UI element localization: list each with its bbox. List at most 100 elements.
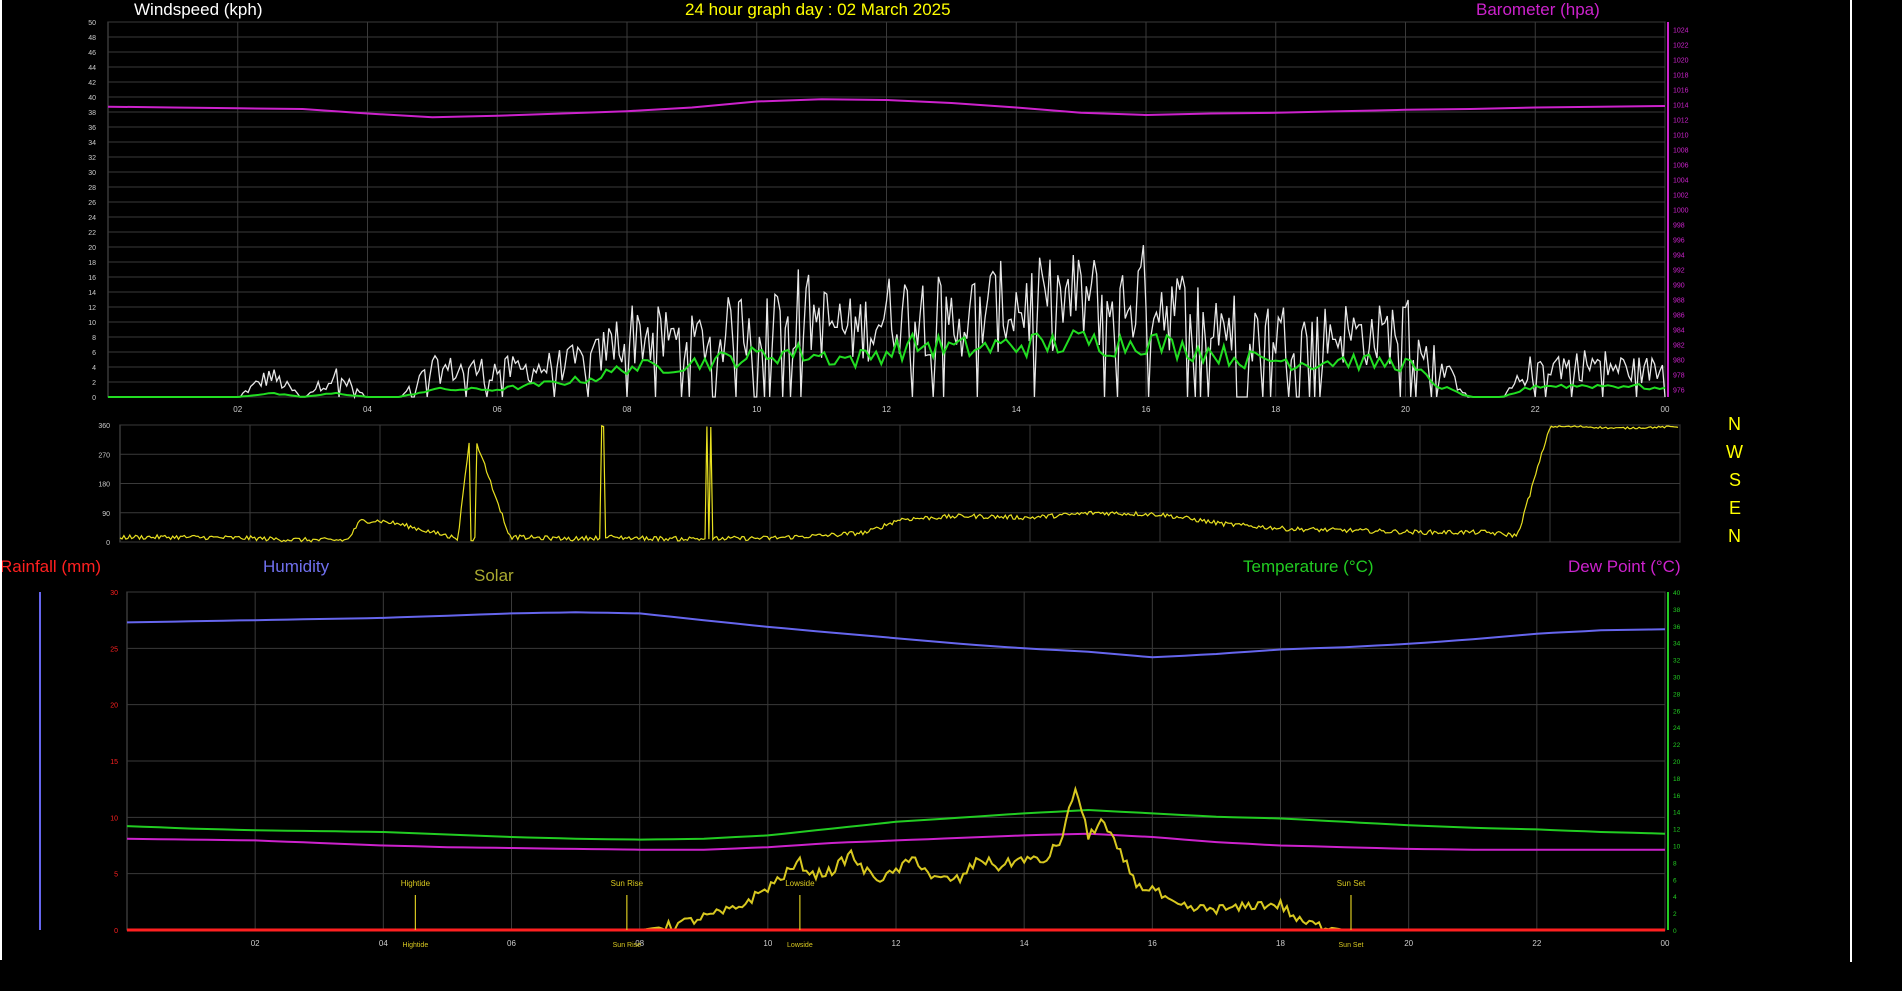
wind-direction-line [119, 425, 1679, 543]
temperature-tick-label: 16 [1673, 793, 1681, 800]
direction-tick-label: 270 [98, 452, 110, 459]
windspeed-tick-label: 12 [88, 305, 96, 312]
barometer-tick-label: 1002 [1673, 193, 1689, 200]
barometer-tick-label: 1022 [1673, 43, 1689, 50]
rainfall-tick-label: 15 [110, 759, 118, 766]
direction-tick-label: 90 [102, 511, 110, 518]
barometer-tick-label: 1006 [1673, 163, 1689, 170]
barometer-tick-label: 1020 [1673, 58, 1689, 65]
barometer-tick-label: 994 [1673, 253, 1685, 260]
windspeed-hour-tick-label: 14 [1012, 405, 1021, 414]
climate-hour-tick-label: 22 [1532, 939, 1541, 948]
temperature-tick-label: 18 [1673, 776, 1681, 783]
windspeed-tick-label: 16 [88, 275, 96, 282]
solar-legend: Solar [474, 566, 514, 585]
marker-axis-label: Lowside [787, 942, 813, 949]
windspeed-hour-tick-label: 16 [1142, 405, 1151, 414]
left-border-line [0, 0, 2, 960]
barometer-tick-label: 998 [1673, 223, 1685, 230]
windspeed-tick-label: 14 [88, 290, 96, 297]
barometer-tick-label: 980 [1673, 358, 1685, 365]
climate-hour-tick-label: 08 [635, 939, 644, 948]
barometer-tick-label: 992 [1673, 268, 1685, 275]
temperature-tick-label: 30 [1673, 675, 1681, 682]
climate-hour-tick-label: 18 [1276, 939, 1285, 948]
rainfall-tick-label: 25 [110, 646, 118, 653]
marker-label: Sun Rise [611, 879, 644, 888]
windspeed-hour-tick-label: 08 [623, 405, 632, 414]
windspeed-tick-label: 44 [88, 65, 96, 72]
marker-axis-label: Sun Set [1339, 942, 1364, 949]
windspeed-tick-label: 46 [88, 50, 96, 57]
marker-axis-label: Sun Rise [613, 942, 642, 949]
marker-label: Hightide [401, 879, 431, 888]
rainfall-axis-title: Rainfall (mm) [0, 557, 102, 576]
humidity-legend: Humidity [263, 557, 330, 576]
temperature-tick-label: 20 [1673, 759, 1681, 766]
barometer-tick-label: 982 [1673, 343, 1685, 350]
marker-axis-label: Hightide [403, 942, 429, 949]
windspeed-tick-label: 48 [88, 35, 96, 42]
climate-hour-tick-label: 10 [763, 939, 772, 948]
temperature-tick-label: 36 [1673, 624, 1681, 631]
compass-label-west: W [1726, 442, 1743, 462]
dewpoint-legend: Dew Point (°C) [1568, 557, 1681, 576]
barometer-tick-label: 1008 [1673, 148, 1689, 155]
temperature-tick-label: 24 [1673, 725, 1681, 732]
windspeed-tick-label: 50 [88, 20, 96, 27]
barometer-axis-title: Barometer (hpa) [1476, 0, 1600, 19]
windspeed-tick-label: 36 [88, 125, 96, 132]
temperature-tick-label: 22 [1673, 742, 1681, 749]
temperature-tick-label: 34 [1673, 641, 1681, 648]
windspeed-hour-tick-label: 06 [493, 405, 502, 414]
temperature-tick-label: 32 [1673, 658, 1681, 665]
climate-hour-tick-label: 12 [892, 939, 901, 948]
windspeed-tick-label: 8 [92, 335, 96, 342]
barometer-tick-label: 1012 [1673, 118, 1689, 125]
direction-tick-label: 180 [98, 482, 110, 489]
windspeed-tick-label: 24 [88, 215, 96, 222]
temperature-tick-label: 6 [1673, 877, 1677, 884]
barometer-tick-label: 986 [1673, 313, 1685, 320]
temperature-tick-label: 26 [1673, 708, 1681, 715]
windspeed-hour-tick-label: 04 [363, 405, 372, 414]
compass-label-north-bottom: N [1728, 526, 1741, 546]
temperature-tick-label: 4 [1673, 894, 1677, 901]
climate-hour-tick-label: 16 [1148, 939, 1157, 948]
rainfall-tick-label: 5 [114, 872, 118, 879]
rainfall-tick-label: 10 [110, 815, 118, 822]
temperature-line [126, 808, 1666, 841]
climate-hour-tick-label: 00 [1661, 939, 1670, 948]
windspeed-average-line [108, 328, 1666, 398]
barometer-tick-label: 1024 [1673, 28, 1689, 35]
climate-hour-tick-label: 06 [507, 939, 516, 948]
barometer-tick-label: 1010 [1673, 133, 1689, 140]
humidity-line [126, 611, 1666, 659]
windspeed-tick-label: 10 [88, 320, 96, 327]
windspeed-tick-label: 28 [88, 185, 96, 192]
windspeed-tick-label: 38 [88, 110, 96, 117]
dewpoint-line [126, 832, 1665, 851]
barometer-tick-label: 1004 [1673, 178, 1689, 185]
barometer-line [107, 98, 1666, 119]
windspeed-hour-tick-label: 00 [1661, 405, 1670, 414]
windspeed-hour-tick-label: 02 [233, 405, 242, 414]
windspeed-hour-tick-label: 12 [882, 405, 891, 414]
temperature-tick-label: 10 [1673, 844, 1681, 851]
rainfall-tick-label: 0 [114, 928, 118, 935]
temperature-tick-label: 14 [1673, 810, 1681, 817]
marker-label: Lowside [785, 879, 815, 888]
right-border-line [1850, 0, 1852, 962]
page-title: 24 hour graph day : 02 March 2025 [685, 0, 951, 19]
direction-tick-label: 360 [98, 423, 110, 430]
windspeed-tick-label: 32 [88, 155, 96, 162]
windspeed-axis-title: Windspeed (kph) [134, 0, 263, 19]
barometer-tick-label: 990 [1673, 283, 1685, 290]
barometer-tick-label: 1000 [1673, 208, 1689, 215]
temperature-tick-label: 40 [1673, 590, 1681, 597]
compass-label-south: S [1729, 470, 1742, 490]
windspeed-tick-label: 30 [88, 170, 96, 177]
windspeed-tick-label: 22 [88, 230, 96, 237]
windspeed-tick-label: 40 [88, 95, 96, 102]
temperature-tick-label: 28 [1673, 691, 1681, 698]
